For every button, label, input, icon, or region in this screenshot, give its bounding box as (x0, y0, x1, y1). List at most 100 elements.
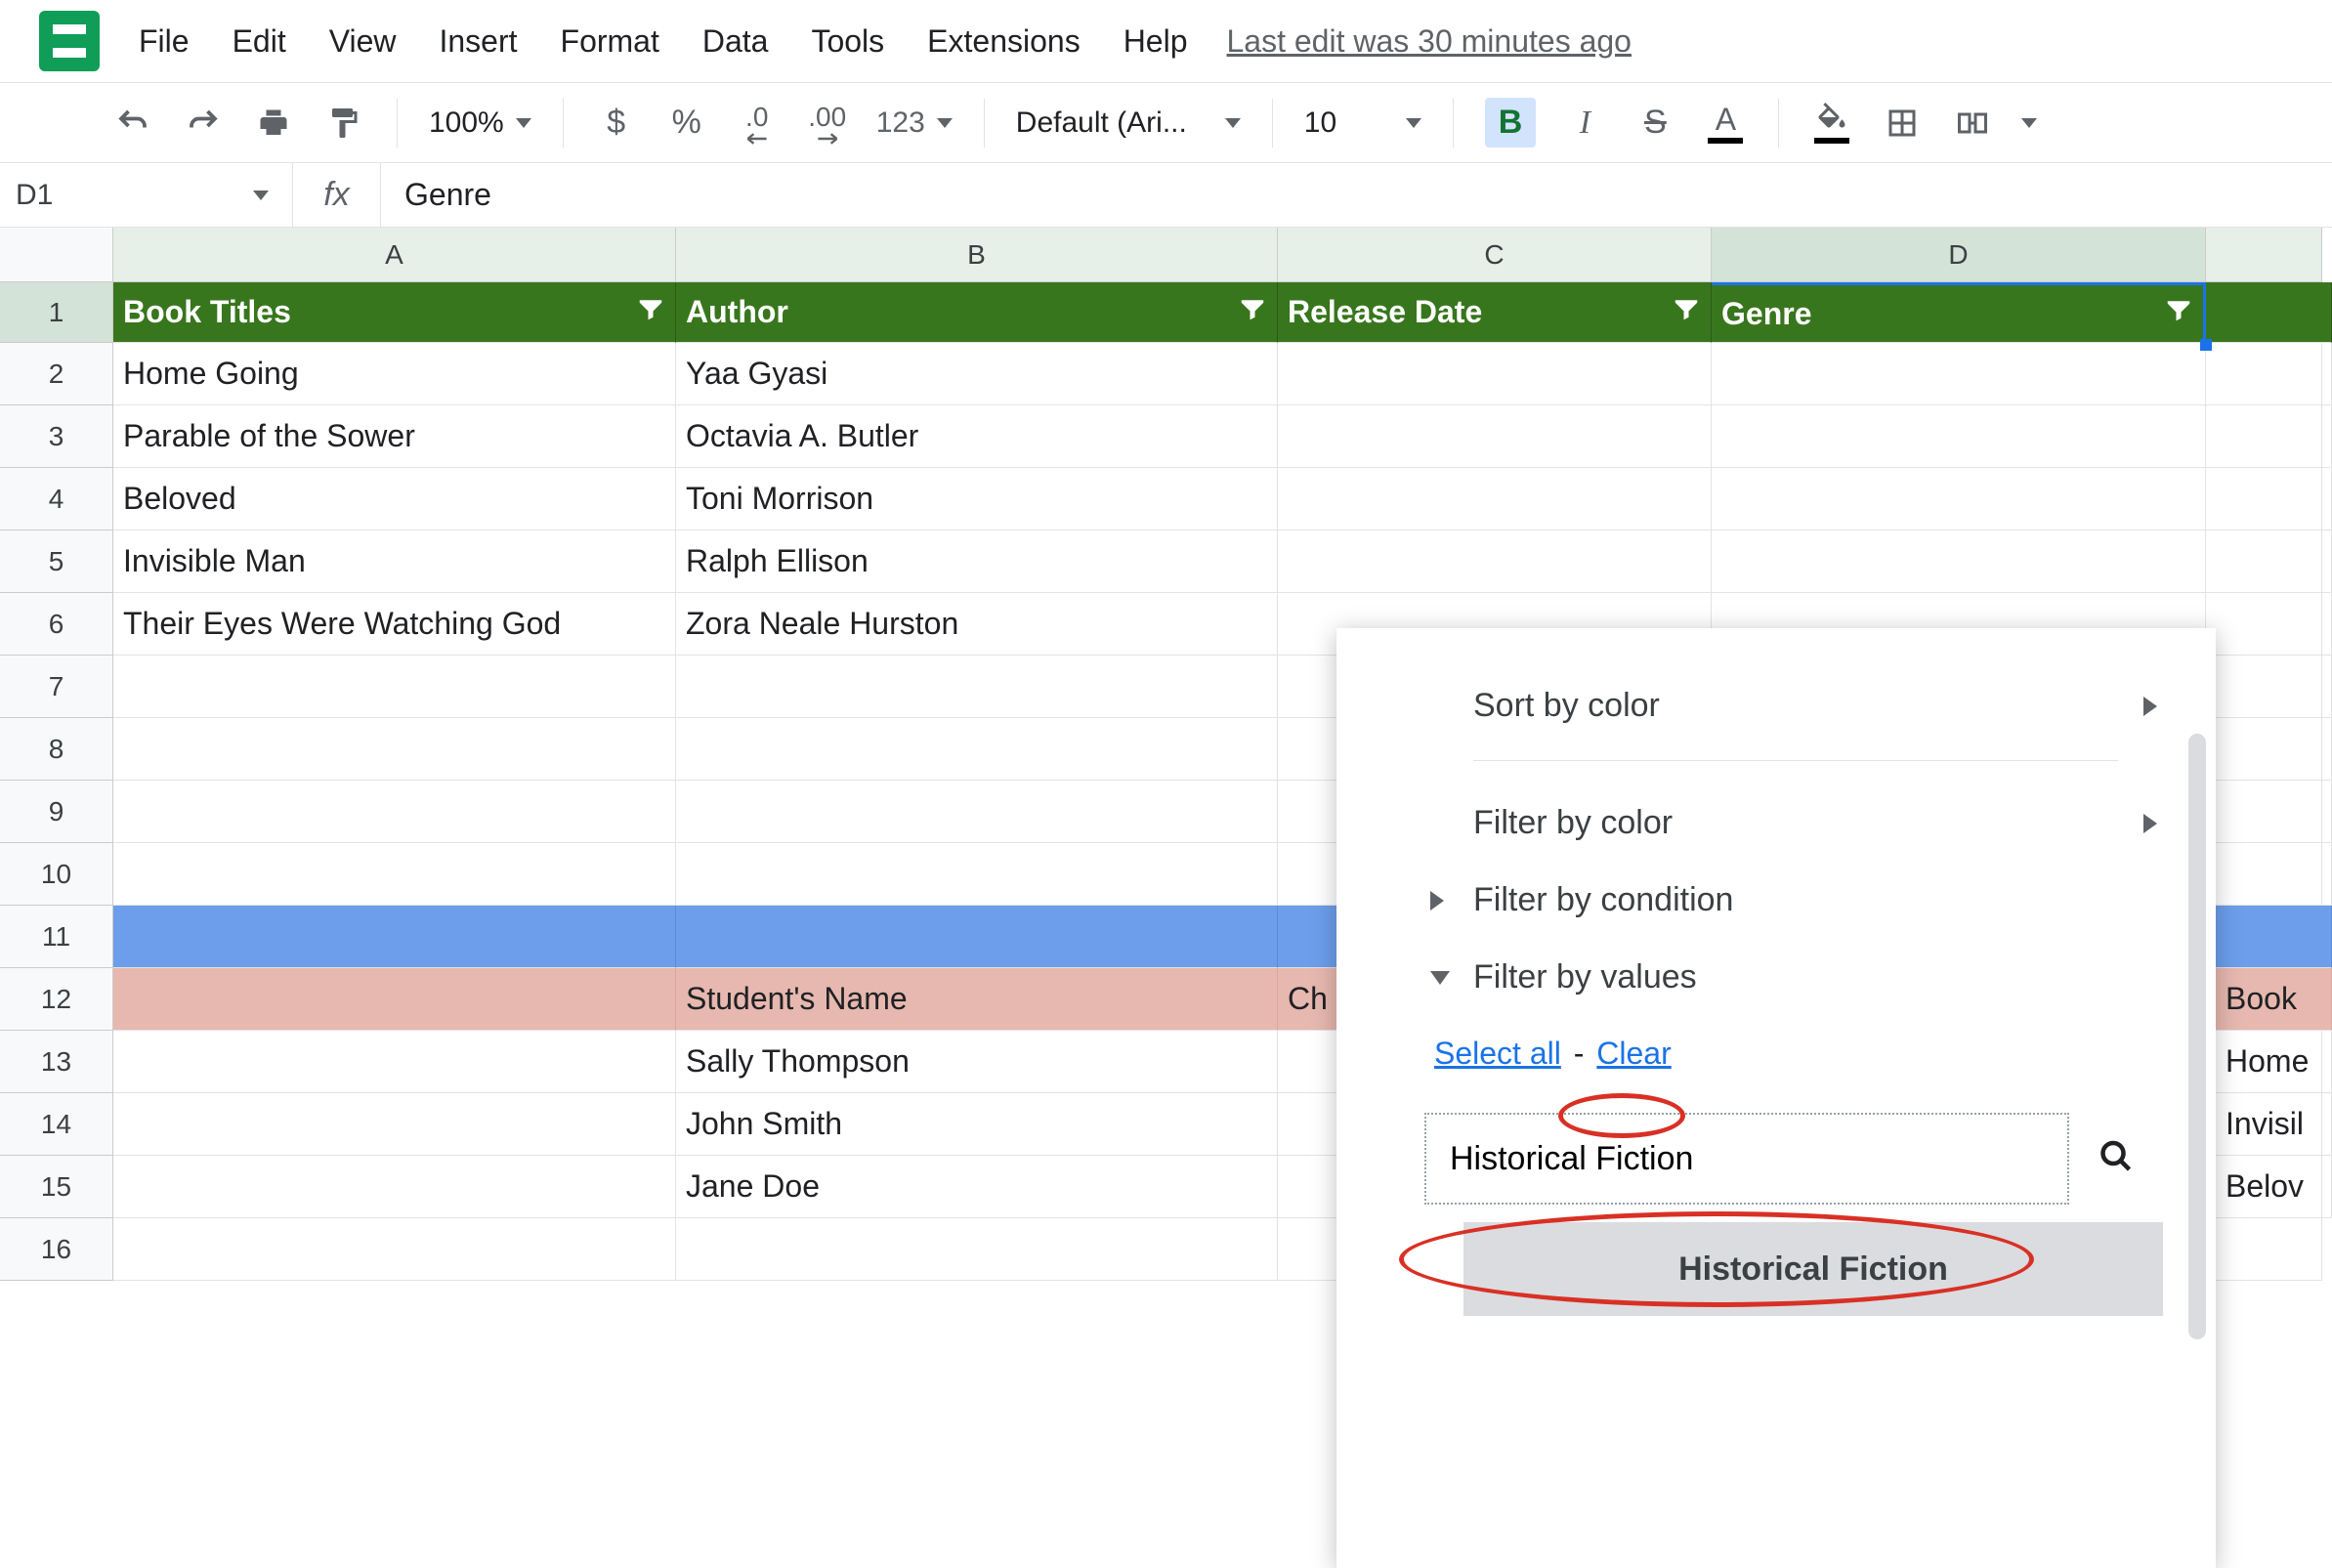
cell[interactable] (1712, 343, 2206, 405)
filter-icon[interactable] (1238, 294, 1267, 331)
cell[interactable] (113, 843, 676, 906)
cell[interactable]: Zora Neale Hurston (676, 593, 1278, 656)
cell[interactable] (113, 656, 676, 718)
percent-icon[interactable]: % (665, 102, 708, 145)
cell[interactable] (2216, 593, 2332, 656)
menu-help[interactable]: Help (1124, 23, 1188, 60)
cell[interactable]: Invisil (2216, 1093, 2332, 1156)
cell[interactable]: Book (2216, 968, 2332, 1031)
row-header[interactable]: 3 (0, 405, 113, 468)
name-box[interactable]: D1 (0, 163, 293, 227)
cell[interactable] (2216, 718, 2332, 781)
row-header[interactable]: 6 (0, 593, 113, 656)
row-header[interactable]: 11 (0, 906, 113, 968)
print-icon[interactable] (252, 102, 295, 145)
cell[interactable] (1712, 468, 2206, 530)
filter-by-values-item[interactable]: Filter by values (1336, 939, 2216, 1016)
cell[interactable] (676, 718, 1278, 781)
cell[interactable]: Jane Doe (676, 1156, 1278, 1218)
font-select[interactable]: Default (Ari... (1016, 106, 1241, 140)
filter-value-option[interactable]: Historical Fiction (1463, 1222, 2163, 1316)
row-header[interactable]: 13 (0, 1031, 113, 1093)
more-formats[interactable]: 123 (876, 106, 953, 140)
row-header[interactable]: 7 (0, 656, 113, 718)
merge-cells-button[interactable] (1951, 102, 1994, 145)
cell[interactable] (2216, 530, 2332, 593)
row-header[interactable]: 4 (0, 468, 113, 530)
cell[interactable]: Ralph Ellison (676, 530, 1278, 593)
cell[interactable]: Book Titles (113, 282, 676, 343)
column-header[interactable]: B (676, 228, 1278, 282)
cell[interactable] (113, 1031, 676, 1093)
cell[interactable] (1712, 405, 2206, 468)
cell[interactable]: Yaa Gyasi (676, 343, 1278, 405)
cell[interactable] (2216, 656, 2332, 718)
cell[interactable]: Invisible Man (113, 530, 676, 593)
cell[interactable] (1278, 343, 1712, 405)
bold-button[interactable]: B (1485, 98, 1537, 148)
cell[interactable]: John Smith (676, 1093, 1278, 1156)
cell[interactable]: Release Date (1278, 282, 1712, 343)
cell[interactable] (113, 1093, 676, 1156)
zoom-select[interactable]: 100% (429, 106, 531, 140)
filter-icon[interactable] (636, 294, 665, 331)
cell[interactable] (676, 1218, 1278, 1281)
row-header[interactable]: 15 (0, 1156, 113, 1218)
cell[interactable] (113, 718, 676, 781)
cell[interactable] (1712, 530, 2206, 593)
last-edit-link[interactable]: Last edit was 30 minutes ago (1227, 23, 1632, 60)
cell[interactable] (1278, 468, 1712, 530)
cell[interactable]: Parable of the Sower (113, 405, 676, 468)
menu-tools[interactable]: Tools (811, 23, 884, 60)
row-header[interactable]: 9 (0, 781, 113, 843)
filter-by-color-item[interactable]: Filter by color (1336, 784, 2216, 862)
menu-format[interactable]: Format (561, 23, 659, 60)
paint-format-icon[interactable] (322, 102, 365, 145)
cell[interactable] (2216, 405, 2332, 468)
row-header[interactable]: 16 (0, 1218, 113, 1281)
cell[interactable]: Octavia A. Butler (676, 405, 1278, 468)
cell[interactable] (113, 906, 676, 968)
row-header[interactable]: 2 (0, 343, 113, 405)
menu-extensions[interactable]: Extensions (927, 23, 1081, 60)
cell[interactable]: Genre (1712, 282, 2206, 343)
row-header[interactable]: 8 (0, 718, 113, 781)
cell[interactable] (113, 1156, 676, 1218)
column-header[interactable] (2206, 228, 2322, 282)
cell[interactable] (2216, 343, 2332, 405)
cell[interactable]: Sally Thompson (676, 1031, 1278, 1093)
cell[interactable]: Belov (2216, 1156, 2332, 1218)
borders-button[interactable] (1881, 102, 1924, 145)
row-header[interactable]: 1 (0, 282, 113, 343)
row-header[interactable]: 12 (0, 968, 113, 1031)
formula-bar[interactable]: Genre (381, 177, 491, 213)
cell[interactable]: Home (2216, 1031, 2332, 1093)
increase-decimal-icon[interactable]: .00 (806, 102, 849, 145)
menu-file[interactable]: File (139, 23, 190, 60)
filter-icon[interactable] (2164, 295, 2193, 332)
row-header[interactable]: 14 (0, 1093, 113, 1156)
column-header[interactable]: A (113, 228, 676, 282)
cell[interactable] (113, 968, 676, 1031)
cell[interactable] (1278, 405, 1712, 468)
selection-handle[interactable] (2200, 339, 2212, 351)
cell[interactable]: Home Going (113, 343, 676, 405)
fill-color-button[interactable] (1810, 102, 1853, 145)
cell[interactable] (2216, 282, 2332, 343)
column-header[interactable]: D (1712, 228, 2206, 282)
cell[interactable] (676, 656, 1278, 718)
menu-edit[interactable]: Edit (233, 23, 286, 60)
filter-search-input[interactable] (1424, 1113, 2069, 1205)
font-size-select[interactable]: 10 (1304, 106, 1421, 140)
cell[interactable]: Student's Name (676, 968, 1278, 1031)
cell[interactable]: Toni Morrison (676, 468, 1278, 530)
cell[interactable] (113, 781, 676, 843)
cell[interactable]: Their Eyes Were Watching God (113, 593, 676, 656)
menu-insert[interactable]: Insert (439, 23, 517, 60)
currency-icon[interactable]: $ (595, 102, 638, 145)
cell[interactable]: Beloved (113, 468, 676, 530)
filter-icon[interactable] (1672, 294, 1701, 331)
clear-link[interactable]: Clear (1596, 1036, 1671, 1071)
column-header[interactable]: C (1278, 228, 1712, 282)
cell[interactable] (676, 843, 1278, 906)
